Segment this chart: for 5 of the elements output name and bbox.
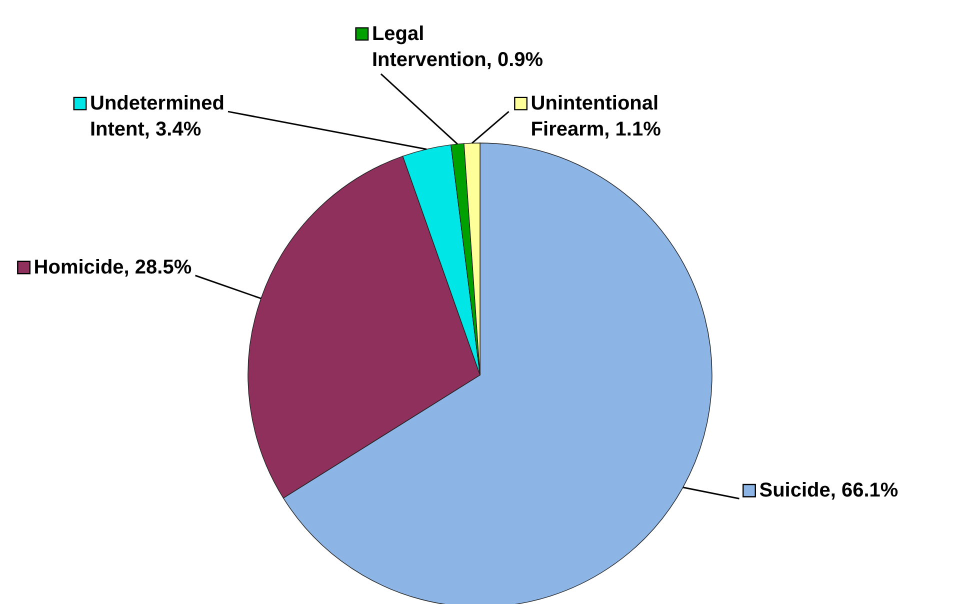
legend-label: Legal Intervention, 0.9%	[372, 22, 544, 71]
legend-label: Unintentional Firearm, 1.1%	[530, 92, 662, 141]
legend-label: Undetermined Intent, 3.4%	[90, 92, 224, 141]
legend-label: Suicide, 66.1%	[759, 480, 898, 502]
legend-label: Homicide, 28.5%	[34, 256, 192, 279]
